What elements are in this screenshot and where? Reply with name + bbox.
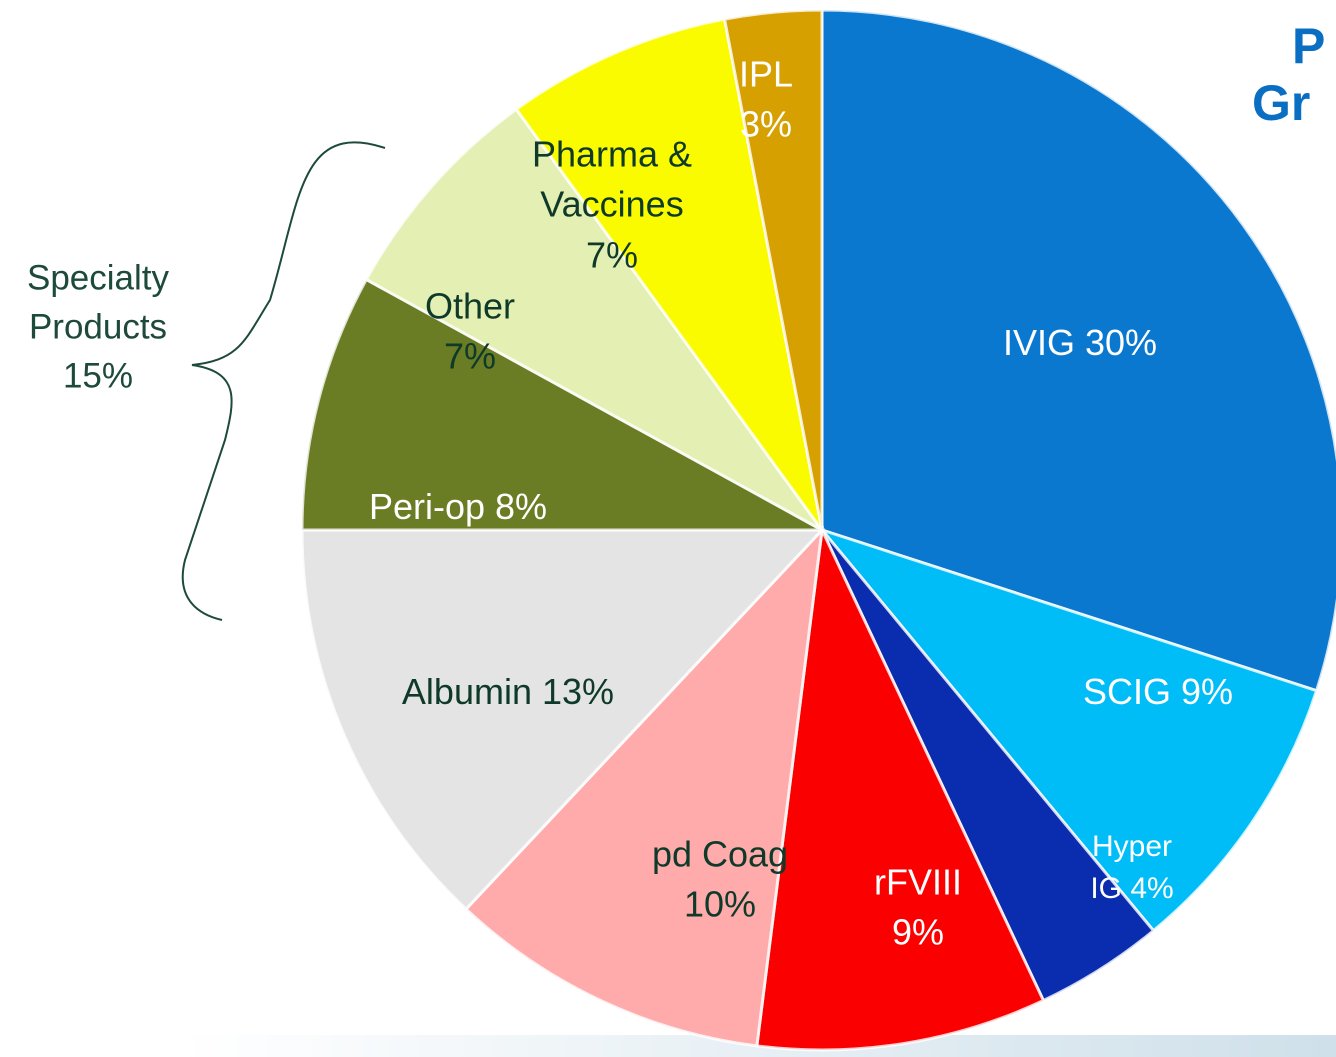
value-label: 8% — [495, 485, 548, 527]
title-line: Gr — [1252, 75, 1311, 131]
category-label: Albumin — [401, 670, 532, 712]
pie-slice — [300, 277, 823, 532]
value-label: 3% — [739, 104, 793, 145]
category-label: rFVIII — [874, 861, 962, 903]
category-label: Hyper IG — [1090, 830, 1173, 905]
slice-label: SCIG 9% — [1008, 667, 1308, 717]
slice-label: IPL 3% — [726, 50, 806, 151]
category-label: IPL — [738, 53, 794, 95]
pie-slice — [817, 526, 1319, 933]
pie-slice — [364, 107, 824, 532]
pie-slice — [300, 528, 826, 912]
slice-label: Hyper IG 4% — [1072, 826, 1192, 910]
slice-label: Peri-op 8% — [333, 482, 583, 532]
pie-slice — [755, 524, 1046, 1052]
value-label: 4% — [1130, 872, 1174, 905]
value-label: 7% — [443, 336, 497, 377]
value-label: 9% — [1181, 670, 1234, 712]
value-label: 30% — [1084, 321, 1158, 363]
category-label: Peri-op — [368, 485, 485, 527]
value-label: 7% — [585, 234, 639, 276]
slice-label: IVIG 30% — [880, 318, 1280, 368]
title-line: P — [1292, 18, 1326, 74]
pie-slice — [722, 8, 824, 531]
category-label: IVIG — [1002, 321, 1075, 363]
pie-slice — [820, 8, 1336, 693]
value-label: 9% — [891, 912, 945, 953]
slice-label: Other 7% — [395, 282, 545, 383]
pie-slice — [463, 525, 825, 1048]
category-label: pd Coag — [651, 833, 789, 875]
value-label: 13% — [542, 670, 615, 712]
category-label: Other — [424, 285, 516, 327]
slice-label: pd Coag 10% — [620, 830, 820, 931]
value-label: 10% — [683, 884, 757, 925]
category-label: Pharma & Vaccines — [531, 133, 693, 225]
annotation: Specialty Products 15% — [26, 258, 170, 396]
slice-label: rFVIII 9% — [858, 858, 978, 959]
brace — [181, 141, 386, 621]
slice-label: Pharma & Vaccines 7% — [507, 129, 717, 280]
pie-slice — [514, 17, 824, 531]
slice-label: Albumin 13% — [358, 667, 658, 717]
category-label: SCIG — [1082, 670, 1171, 712]
